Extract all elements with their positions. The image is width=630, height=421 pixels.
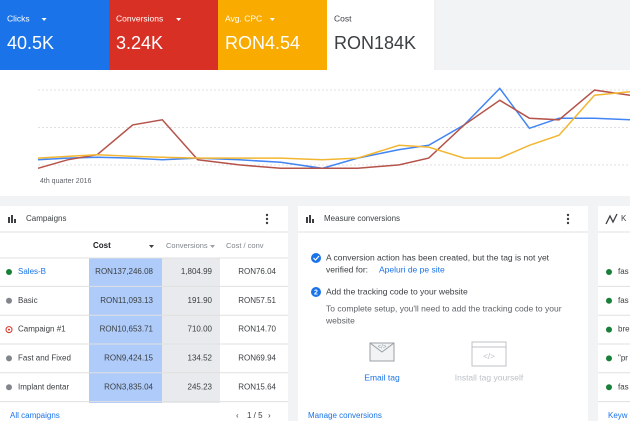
cell-cost-per-conv: RON14.70 bbox=[238, 325, 276, 334]
status-icon bbox=[6, 355, 12, 361]
cell-cost-per-conv: RON57.51 bbox=[238, 296, 276, 305]
x-axis-label: 4th quarter 2016 bbox=[40, 178, 91, 185]
campaign-name[interactable]: Implant dentar bbox=[18, 382, 69, 391]
check-icon bbox=[311, 253, 321, 263]
keyword[interactable]: fas bbox=[618, 296, 629, 305]
cell-cost: RON11,093.13 bbox=[100, 296, 153, 305]
cell-cost-per-conv: RON76.04 bbox=[238, 267, 276, 276]
pagination: 1 / 5 bbox=[247, 411, 263, 420]
footer-link[interactable]: All campaigns bbox=[10, 411, 60, 420]
metric-value: 40.5K bbox=[7, 33, 54, 53]
metric-label: Cost bbox=[334, 13, 352, 23]
step2-line: To complete setup, you'll need to add th… bbox=[326, 303, 562, 313]
cell-cost: RON10,653.71 bbox=[100, 325, 154, 334]
metric-label: Avg. CPC bbox=[225, 13, 262, 23]
step1-link[interactable]: Apeluri de pe site bbox=[379, 264, 445, 274]
next-page[interactable]: › bbox=[268, 411, 271, 420]
campaign-name[interactable]: Campaign #1 bbox=[18, 325, 66, 334]
card-title: Campaigns bbox=[26, 214, 66, 223]
metric-value: RON184K bbox=[334, 33, 416, 53]
cell-cost: RON3,835.04 bbox=[104, 382, 153, 391]
status-icon bbox=[6, 269, 12, 275]
footer-link[interactable]: Manage conversions bbox=[308, 411, 382, 420]
option-link[interactable]: Email tag bbox=[364, 372, 400, 382]
cell-cost: RON9,424.15 bbox=[104, 354, 153, 363]
email-icon[interactable]: </> bbox=[370, 343, 394, 361]
campaign-name[interactable]: Fast and Fixed bbox=[18, 354, 71, 363]
keyword[interactable]: fas bbox=[618, 382, 629, 391]
column-header[interactable]: Cost / conv bbox=[226, 241, 264, 250]
card-title: K bbox=[621, 214, 627, 223]
step2-line: website bbox=[325, 315, 355, 325]
measure-card bbox=[298, 206, 588, 421]
status-icon bbox=[606, 269, 612, 275]
metric-value: 3.24K bbox=[116, 33, 163, 53]
cell-conversions: 134.52 bbox=[188, 354, 213, 363]
status-icon bbox=[6, 298, 12, 304]
footer-link[interactable]: Keyw bbox=[608, 411, 628, 420]
status-icon bbox=[606, 298, 612, 304]
status-icon bbox=[606, 384, 612, 390]
step1-line: verified for: bbox=[326, 264, 368, 274]
status-icon bbox=[606, 355, 612, 361]
prev-page[interactable]: ‹ bbox=[236, 411, 239, 420]
step2-title: Add the tracking code to your website bbox=[326, 286, 468, 296]
cell-conversions: 191.90 bbox=[188, 296, 213, 305]
card-title: Measure conversions bbox=[324, 214, 400, 223]
status-icon bbox=[606, 327, 612, 333]
keyword[interactable]: "pr bbox=[618, 354, 628, 363]
cell-conversions: 710.00 bbox=[188, 325, 213, 334]
cell-conversions: 245.23 bbox=[188, 382, 213, 391]
metric-label: Clicks bbox=[7, 13, 30, 23]
keyword[interactable]: fas bbox=[618, 267, 629, 276]
step1-line: A conversion action has been created, bu… bbox=[326, 252, 550, 262]
campaign-name[interactable]: Sales-B bbox=[18, 267, 46, 276]
status-icon bbox=[6, 384, 12, 390]
more-menu[interactable] bbox=[266, 214, 268, 224]
campaign-name[interactable]: Basic bbox=[18, 296, 38, 305]
option-disabled: Install tag yourself bbox=[455, 372, 524, 382]
step-number: 2 bbox=[314, 289, 318, 296]
keyword[interactable]: bre bbox=[618, 325, 630, 334]
cell-cost-per-conv: RON69.94 bbox=[238, 354, 276, 363]
chart-panel bbox=[0, 70, 630, 196]
column-header[interactable]: Cost bbox=[93, 241, 111, 250]
cell-conversions: 1,804.99 bbox=[181, 267, 213, 276]
status-icon bbox=[8, 329, 10, 331]
cell-cost: RON137,246.08 bbox=[95, 267, 153, 276]
more-menu[interactable] bbox=[567, 214, 569, 224]
metric-value: RON4.54 bbox=[225, 33, 300, 53]
svg-text:</>: </> bbox=[483, 352, 495, 361]
code-icon: </> bbox=[472, 342, 506, 366]
metric-label: Conversions bbox=[116, 13, 163, 23]
svg-text:</>: </> bbox=[378, 345, 387, 351]
column-header[interactable]: Conversions bbox=[166, 241, 208, 250]
cell-cost-per-conv: RON15.64 bbox=[238, 382, 276, 391]
